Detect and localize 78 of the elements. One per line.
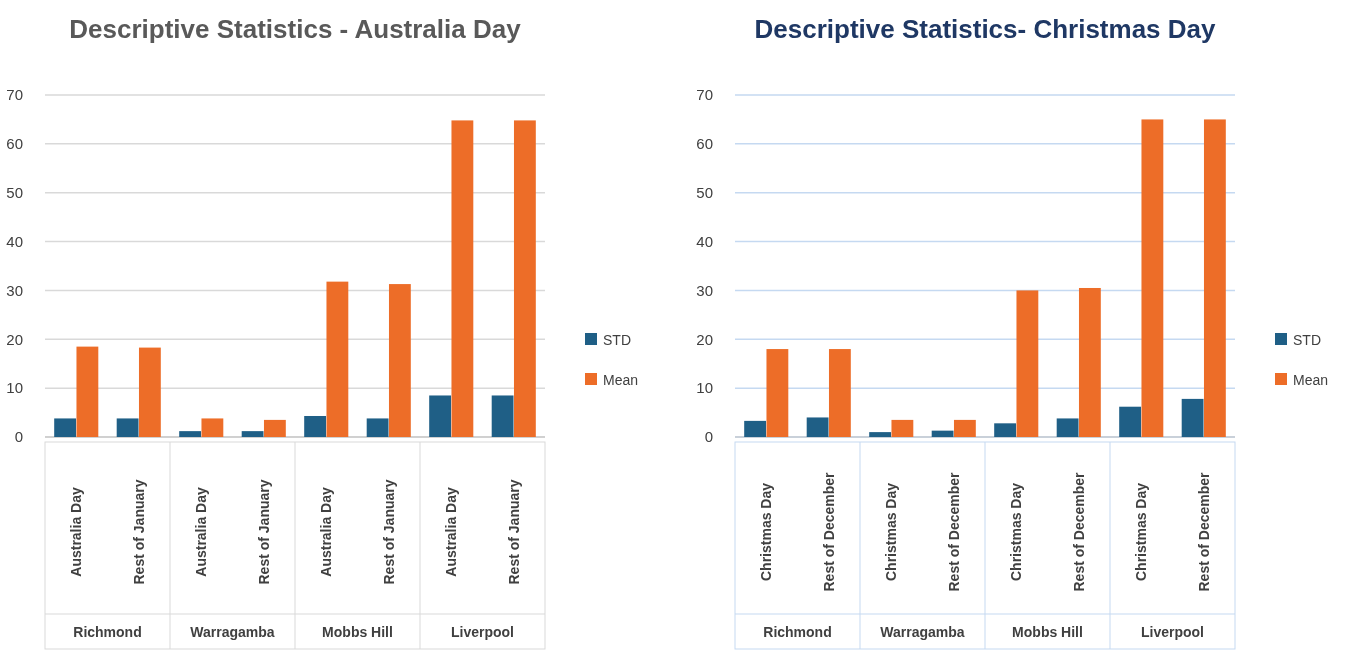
y-tick-label: 10 xyxy=(696,379,713,397)
x-tick-label: Christmas Day xyxy=(1008,482,1025,582)
x-tick-label: Christmas Day xyxy=(883,482,900,582)
x-tick-label: Australia Day xyxy=(193,487,210,577)
text: Richmond xyxy=(763,624,832,640)
bar xyxy=(766,349,789,437)
text: Richmond xyxy=(73,624,142,640)
bar xyxy=(869,432,892,437)
bar xyxy=(1119,406,1142,437)
bar xyxy=(1181,398,1204,437)
x-tick-label: Rest of January xyxy=(255,479,272,585)
x-tick-label: Rest of January xyxy=(505,479,522,585)
bar xyxy=(1056,418,1079,437)
y-tick-label: 40 xyxy=(6,232,23,250)
bar xyxy=(366,418,389,437)
x-tick-label: Rest of December xyxy=(1070,471,1087,592)
x-tick-label: Rest of December xyxy=(1195,471,1212,592)
legend-label: STD xyxy=(603,331,631,348)
y-tick-label: 70 xyxy=(6,86,23,104)
x-tick-label: Rest of December xyxy=(945,471,962,592)
y-tick-label: 50 xyxy=(6,183,23,201)
x-tick-label: Rest of January xyxy=(130,479,147,585)
y-tick-label: 10 xyxy=(6,379,23,397)
bar xyxy=(304,415,327,437)
bar xyxy=(451,120,474,437)
bar xyxy=(326,281,349,437)
text: Warragamba xyxy=(190,624,275,640)
legend-label: Mean xyxy=(1293,371,1329,388)
y-tick-label: 60 xyxy=(696,135,713,153)
legend-label: STD xyxy=(1293,331,1321,348)
bar xyxy=(744,420,767,437)
x-tick-label: Christmas Day xyxy=(758,482,775,582)
y-tick-label: 0 xyxy=(704,428,713,446)
bar xyxy=(953,419,976,437)
y-tick-label: 70 xyxy=(696,86,713,104)
text: Mobbs Hill xyxy=(1012,624,1083,640)
x-tick-label: Rest of December xyxy=(820,471,837,592)
bar xyxy=(828,349,851,437)
bar xyxy=(179,431,202,437)
y-tick-label: 0 xyxy=(14,428,23,446)
text: Liverpool xyxy=(1140,624,1205,640)
bar xyxy=(931,430,954,437)
text: Mobbs Hill xyxy=(322,624,393,640)
x-tick-label: Rest of January xyxy=(380,479,397,585)
y-tick-label: 30 xyxy=(6,281,23,299)
y-tick-label: 40 xyxy=(696,232,713,250)
y-tick-label: 30 xyxy=(696,281,713,299)
bar xyxy=(263,419,286,437)
bar xyxy=(201,418,224,437)
y-tick-label: 50 xyxy=(696,183,713,201)
bar xyxy=(491,395,514,437)
x-tick-label: Australia Day xyxy=(68,487,85,577)
y-tick-label: 60 xyxy=(6,135,23,153)
bar xyxy=(1141,119,1164,437)
y-tick-label: 20 xyxy=(696,330,713,348)
bar xyxy=(54,418,77,437)
bar xyxy=(429,395,452,437)
legend-label: Mean xyxy=(603,371,639,388)
x-tick-label: Australia Day xyxy=(443,487,460,577)
text: Liverpool xyxy=(450,624,515,640)
bar xyxy=(513,120,536,437)
bar xyxy=(1203,119,1226,437)
chart-title: Descriptive Statistics- Christmas Day xyxy=(754,14,1217,44)
bar xyxy=(138,347,161,437)
x-tick-label: Australia Day xyxy=(318,487,335,577)
bar xyxy=(994,423,1017,437)
bar xyxy=(806,417,829,437)
bar xyxy=(241,431,264,437)
bar xyxy=(891,419,914,437)
text: Warragamba xyxy=(880,624,965,640)
chart-title: Descriptive Statistics - Australia Day xyxy=(69,14,522,44)
bar xyxy=(388,284,411,437)
bar xyxy=(1016,290,1039,437)
bar xyxy=(1078,287,1101,437)
bar xyxy=(76,346,99,437)
x-tick-label: Christmas Day xyxy=(1133,482,1150,582)
y-tick-label: 20 xyxy=(6,330,23,348)
bar xyxy=(116,418,139,437)
